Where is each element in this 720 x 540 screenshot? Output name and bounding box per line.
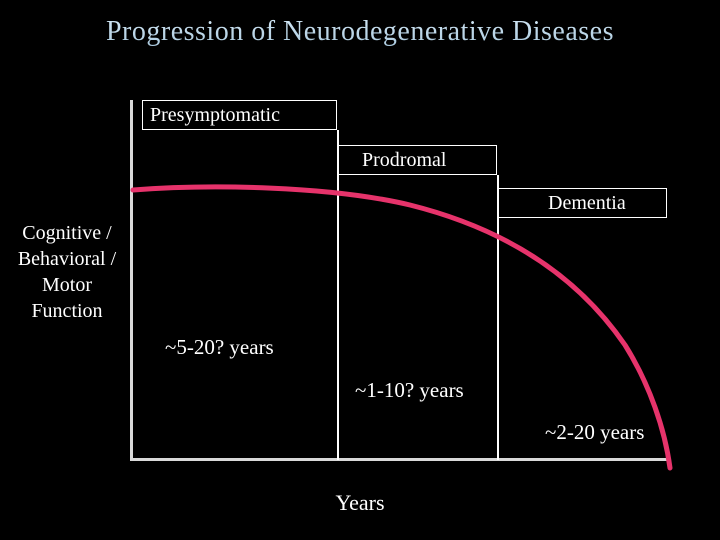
x-axis-label: Years bbox=[0, 490, 720, 516]
decline-curve bbox=[130, 100, 670, 470]
years-dementia: ~2-20 years bbox=[545, 420, 644, 445]
years-prodromal: ~1-10? years bbox=[355, 378, 464, 403]
page-title: Progression of Neurodegenerative Disease… bbox=[0, 16, 720, 48]
chart-area: Presymptomatic Prodromal Dementia ~5-20?… bbox=[130, 100, 670, 460]
years-presymptomatic: ~5-20? years bbox=[165, 335, 274, 360]
y-axis-label: Cognitive / Behavioral / Motor Function bbox=[12, 220, 122, 324]
